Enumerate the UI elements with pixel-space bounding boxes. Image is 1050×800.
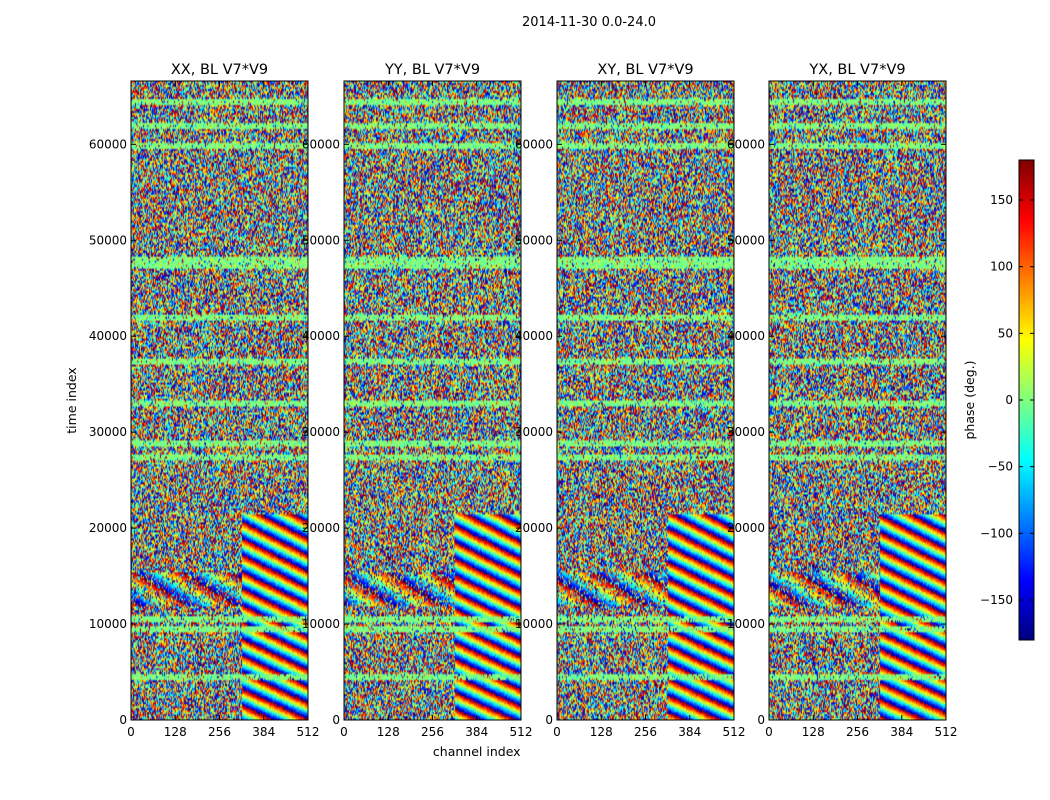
- x-tick-label: 128: [164, 725, 187, 739]
- y-tick-label: 40000: [89, 329, 127, 343]
- y-tick-label: 10000: [89, 617, 127, 631]
- colorbar-tick-label: −100: [980, 526, 1013, 540]
- panel-title: YY, BL V7*V9: [384, 62, 480, 78]
- y-tick-label: 10000: [515, 617, 553, 631]
- y-tick-label: 10000: [302, 617, 340, 631]
- x-tick-label: 512: [935, 725, 958, 739]
- y-tick-label: 20000: [89, 521, 127, 535]
- panel-title: XY, BL V7*V9: [597, 62, 693, 78]
- panels: XX, BL V7*V9 0 128 256 384 512 0 10000 20000 3000…: [89, 62, 958, 739]
- phase-heatmap-image: [557, 81, 734, 720]
- y-tick-label: 30000: [302, 425, 340, 439]
- panel-1: XX, BL V7*V9 0 128 256 384 512 0 10000 20000 3000…: [89, 62, 320, 739]
- x-tick-label: 128: [590, 725, 613, 739]
- phase-heatmap-image: [344, 81, 521, 720]
- x-tick-label: 256: [421, 725, 444, 739]
- x-tick-label: 512: [723, 725, 746, 739]
- y-tick-label: 0: [545, 713, 553, 727]
- panel-4: YX, BL V7*V9 0 128 256 384 512 0 10000 20000 3000…: [727, 62, 958, 739]
- y-tick-label: 40000: [302, 329, 340, 343]
- y-tick-label: 40000: [515, 329, 553, 343]
- y-tick-label: 50000: [302, 233, 340, 247]
- x-tick-label: 384: [465, 725, 488, 739]
- phase-heatmap-image: [769, 81, 946, 720]
- colorbar-tick-label: 100: [990, 260, 1013, 274]
- colorbar-tick-label: −50: [988, 460, 1013, 474]
- x-tick-label: 0: [340, 725, 348, 739]
- x-tick-label: 384: [890, 725, 913, 739]
- x-tick-label: 512: [297, 725, 320, 739]
- colorbar-tick-label: 150: [990, 193, 1013, 207]
- y-tick-label: 60000: [302, 137, 340, 151]
- y-tick-label: 30000: [727, 425, 765, 439]
- x-tick-label: 384: [252, 725, 275, 739]
- axis-labels: channel index time index: [64, 367, 521, 759]
- x-axis-label: channel index: [433, 744, 521, 759]
- colorbar-label: phase (deg.): [962, 361, 977, 440]
- y-axis-label: time index: [64, 367, 79, 433]
- y-tick-label: 50000: [727, 233, 765, 247]
- x-tick-label: 0: [765, 725, 773, 739]
- panel-3: XY, BL V7*V9 0 128 256 384 512 0 10000 20000 3000…: [515, 62, 746, 739]
- colorbar: −150 −100 −50 0 50 100 150 phase (deg.): [962, 159, 1035, 641]
- x-tick-label: 384: [678, 725, 701, 739]
- y-tick-label: 20000: [515, 521, 553, 535]
- x-tick-label: 512: [510, 725, 533, 739]
- x-tick-label: 128: [377, 725, 400, 739]
- x-tick-label: 256: [208, 725, 231, 739]
- x-tick-label: 256: [846, 725, 869, 739]
- colorbar-gradient: [1019, 160, 1034, 640]
- y-tick-label: 60000: [727, 137, 765, 151]
- y-tick-label: 10000: [727, 617, 765, 631]
- x-tick-label: 0: [553, 725, 561, 739]
- x-tick-label: 128: [802, 725, 825, 739]
- colorbar-tick-label: −150: [980, 593, 1013, 607]
- panel-2: YY, BL V7*V9 0 128 256 384 512 0 10000 20000 3000…: [302, 62, 533, 739]
- colorbar-tick-label: 50: [998, 326, 1013, 340]
- x-tick-label: 256: [634, 725, 657, 739]
- y-tick-label: 0: [757, 713, 765, 727]
- y-tick-label: 30000: [89, 425, 127, 439]
- y-tick-label: 50000: [515, 233, 553, 247]
- y-tick-label: 20000: [302, 521, 340, 535]
- panel-title: XX, BL V7*V9: [171, 62, 268, 78]
- panel-title: YX, BL V7*V9: [808, 62, 905, 78]
- y-tick-label: 0: [119, 713, 127, 727]
- y-tick-label: 60000: [89, 137, 127, 151]
- y-tick-label: 20000: [727, 521, 765, 535]
- colorbar-tick-label: 0: [1005, 393, 1013, 407]
- y-tick-label: 0: [332, 713, 340, 727]
- y-tick-label: 60000: [515, 137, 553, 151]
- x-tick-label: 0: [127, 725, 135, 739]
- y-tick-label: 50000: [89, 233, 127, 247]
- y-tick-label: 30000: [515, 425, 553, 439]
- figure-suptitle: 2014-11-30 0.0-24.0: [522, 15, 656, 30]
- phase-heatmap-image: [131, 81, 308, 720]
- y-tick-label: 40000: [727, 329, 765, 343]
